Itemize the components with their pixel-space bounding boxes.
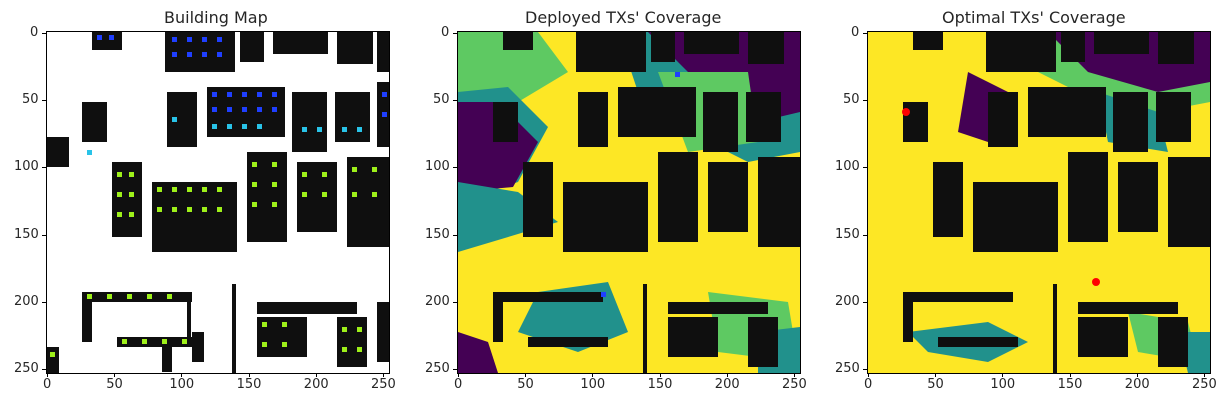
x-tick-mark <box>383 373 384 377</box>
y-tick-label: 250 <box>835 361 860 376</box>
x-tick-mark <box>458 373 459 377</box>
x-tick-label: 100 <box>580 377 606 392</box>
y-tick-mark <box>453 33 457 34</box>
x-tick-label: 50 <box>106 377 123 392</box>
y-tick-mark <box>42 100 46 102</box>
y-tick-mark <box>453 301 457 303</box>
y-tick-label: 250 <box>14 361 39 376</box>
x-tick-label: 100 <box>169 377 195 392</box>
x-tick-label: 50 <box>927 377 944 392</box>
y-tick-mark <box>863 369 867 370</box>
x-tick-label: 100 <box>990 377 1016 392</box>
y-tick-label: 0 <box>851 25 860 40</box>
y-tick-mark <box>863 234 867 236</box>
x-tick-label: 150 <box>1057 377 1083 392</box>
y-tick-mark <box>863 301 867 303</box>
y-tick-label: 0 <box>30 25 39 40</box>
y-tick-mark <box>453 167 457 169</box>
x-tick-mark <box>794 373 795 377</box>
x-tick-label: 0 <box>43 377 52 392</box>
x-tick-mark <box>1069 373 1071 377</box>
y-tick-label: 100 <box>835 159 860 175</box>
x-tick-mark <box>659 373 661 377</box>
y-tick-label: 50 <box>433 92 450 108</box>
y-tick-label: 200 <box>14 293 39 309</box>
x-tick-label: 250 <box>782 377 807 392</box>
x-tick-mark <box>868 373 869 377</box>
x-tick-mark <box>726 373 728 377</box>
x-tick-mark <box>935 373 937 377</box>
y-tick-label: 100 <box>14 159 39 175</box>
x-tick-mark <box>248 373 250 377</box>
panel-title-deployed-coverage: Deployed TXs' Coverage <box>525 8 722 27</box>
x-tick-mark <box>47 373 48 377</box>
y-tick-mark <box>453 234 457 236</box>
y-tick-label: 50 <box>22 92 39 108</box>
x-tick-label: 150 <box>647 377 673 392</box>
x-tick-label: 200 <box>1124 377 1150 392</box>
x-tick-label: 200 <box>714 377 740 392</box>
y-tick-mark <box>453 369 457 370</box>
y-tick-label: 150 <box>425 226 450 242</box>
x-tick-mark <box>525 373 527 377</box>
deployed-coverage-image <box>457 31 801 374</box>
y-tick-label: 200 <box>425 293 450 309</box>
x-tick-mark <box>592 373 594 377</box>
y-tick-mark <box>863 100 867 102</box>
x-tick-mark <box>114 373 116 377</box>
y-tick-label: 0 <box>441 25 450 40</box>
y-tick-label: 150 <box>14 226 39 242</box>
x-tick-label: 50 <box>517 377 534 392</box>
x-tick-label: 150 <box>236 377 262 392</box>
panel-title-building-map: Building Map <box>164 8 268 27</box>
y-tick-mark <box>42 234 46 236</box>
x-tick-label: 0 <box>864 377 873 392</box>
optimal-tx-marker <box>1092 278 1100 286</box>
y-tick-mark <box>863 33 867 34</box>
x-tick-label: 250 <box>371 377 396 392</box>
panel-title-optimal-coverage: Optimal TXs' Coverage <box>942 8 1126 27</box>
x-tick-label: 200 <box>303 377 329 392</box>
x-tick-label: 0 <box>454 377 463 392</box>
y-tick-label: 50 <box>843 92 860 108</box>
x-tick-mark <box>315 373 317 377</box>
y-tick-mark <box>453 100 457 102</box>
y-tick-label: 150 <box>835 226 860 242</box>
y-tick-mark <box>42 167 46 169</box>
optimal-tx-marker <box>902 108 910 116</box>
optimal-coverage-image <box>867 31 1211 374</box>
y-tick-mark <box>42 33 46 34</box>
y-tick-mark <box>42 301 46 303</box>
y-tick-mark <box>863 167 867 169</box>
x-tick-label: 250 <box>1192 377 1217 392</box>
x-tick-mark <box>1136 373 1138 377</box>
y-tick-label: 250 <box>425 361 450 376</box>
y-tick-mark <box>42 369 46 370</box>
x-tick-mark <box>1002 373 1004 377</box>
y-tick-label: 200 <box>835 293 860 309</box>
x-tick-mark <box>181 373 183 377</box>
y-tick-label: 100 <box>425 159 450 175</box>
building-map-image <box>46 31 390 374</box>
x-tick-mark <box>1204 373 1205 377</box>
